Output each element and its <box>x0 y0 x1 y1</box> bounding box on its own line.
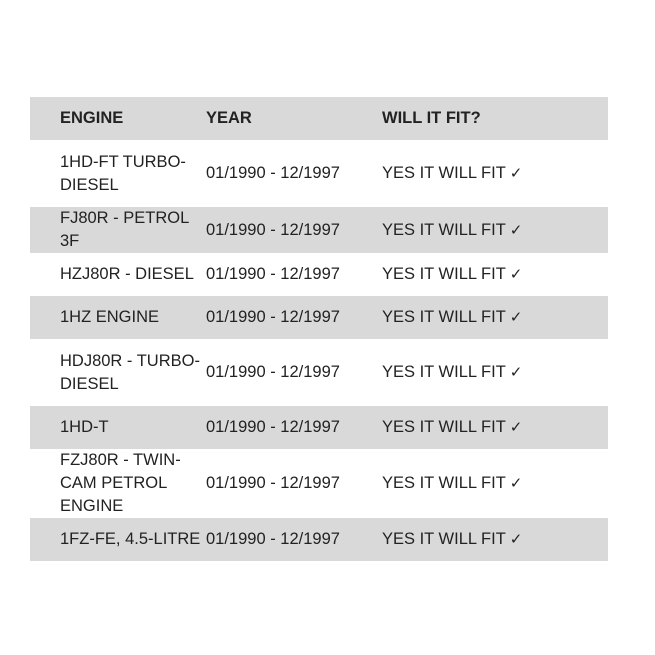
table-row: 1HD-T 01/1990 - 12/1997 YES IT WILL FIT ✓ <box>30 406 608 449</box>
fitment-table: ENGINE YEAR WILL IT FIT? 1HD-FT TURBO-DI… <box>30 97 608 561</box>
engine-cell: 1FZ-FE, 4.5-LITRE <box>60 530 201 548</box>
fit-cell: YES IT WILL FIT ✓ <box>382 253 608 296</box>
fit-text: YES IT WILL FIT <box>382 474 506 492</box>
table-row: FJ80R - PETROL 3F 01/1990 - 12/1997 YES IT… <box>30 207 608 253</box>
header-year: YEAR <box>206 97 382 140</box>
checkmark-icon: ✓ <box>509 418 523 436</box>
fit-text: YES IT WILL FIT <box>382 265 506 283</box>
fit-cell: YES IT WILL FIT ✓ <box>382 140 608 207</box>
year-cell: 01/1990 - 12/1997 <box>206 220 340 239</box>
engine-cell: 1HZ ENGINE <box>60 308 160 326</box>
year-cell: 01/1990 - 12/1997 <box>206 265 340 283</box>
header-fit: WILL IT FIT? <box>382 97 608 140</box>
year-cell: 01/1990 - 12/1997 <box>206 474 340 492</box>
year-cell: 01/1990 - 12/1997 <box>206 363 340 381</box>
checkmark-icon: ✓ <box>509 265 523 283</box>
checkmark-icon: ✓ <box>509 474 523 492</box>
fit-cell: YES IT WILL FIT ✓ <box>382 518 608 561</box>
fit-text: YES IT WILL FIT <box>382 164 506 182</box>
engine-cell: FJ80R - PETROL 3F <box>60 209 189 250</box>
table-row: 1HZ ENGINE 01/1990 - 12/1997 YES IT WILL F… <box>30 296 608 339</box>
table-row: HZJ80R - DIESEL 01/1990 - 12/1997 YES IT W… <box>30 253 608 296</box>
table-row: 1FZ-FE, 4.5-LITRE 01/1990 - 12/1997 YES IT… <box>30 518 608 561</box>
table-row: HDJ80R - TURBO-DIESEL 01/1990 - 12/1997 YE… <box>30 339 608 406</box>
year-cell: 01/1990 - 12/1997 <box>206 308 340 326</box>
year-cell: 01/1990 - 12/1997 <box>206 164 340 182</box>
fit-cell: YES IT WILL FIT ✓ <box>382 449 608 518</box>
table-row: 1HD-FT TURBO-DIESEL 01/1990 - 12/1997 YES … <box>30 140 608 207</box>
fit-text: YES IT WILL FIT <box>382 363 506 381</box>
fit-text: YES IT WILL FIT <box>382 308 506 326</box>
fit-text: YES IT WILL FIT <box>382 418 506 436</box>
checkmark-icon: ✓ <box>509 363 523 381</box>
checkmark-icon: ✓ <box>509 530 523 548</box>
checkmark-icon: ✓ <box>509 308 523 326</box>
fit-cell: YES IT WILL FIT ✓ <box>382 406 608 449</box>
engine-cell: HDJ80R - TURBO-DIESEL <box>60 351 200 393</box>
engine-cell: 1HD-FT TURBO-DIESEL <box>60 152 186 194</box>
engine-cell: 1HD-T <box>60 418 109 436</box>
year-cell: 01/1990 - 12/1997 <box>206 418 340 436</box>
table-row: FZJ80R - TWIN-CAM PETROL ENGINE 01/1990 -… <box>30 449 608 518</box>
table-header: ENGINE YEAR WILL IT FIT? <box>30 97 608 140</box>
checkmark-icon: ✓ <box>509 220 523 239</box>
checkmark-icon: ✓ <box>509 164 523 182</box>
fit-cell: YES IT WILL FIT ✓ <box>382 339 608 406</box>
fit-cell: YES IT WILL FIT ✓ <box>382 296 608 339</box>
engine-cell: FZJ80R - TWIN-CAM PETROL ENGINE <box>60 451 181 515</box>
fit-text: YES IT WILL FIT <box>382 530 506 548</box>
fit-cell: YES IT WILL FIT ✓ <box>382 207 608 253</box>
fit-text: YES IT WILL FIT <box>382 220 506 239</box>
engine-cell: HZJ80R - DIESEL <box>60 265 194 283</box>
year-cell: 01/1990 - 12/1997 <box>206 530 340 548</box>
header-engine: ENGINE <box>30 97 206 140</box>
